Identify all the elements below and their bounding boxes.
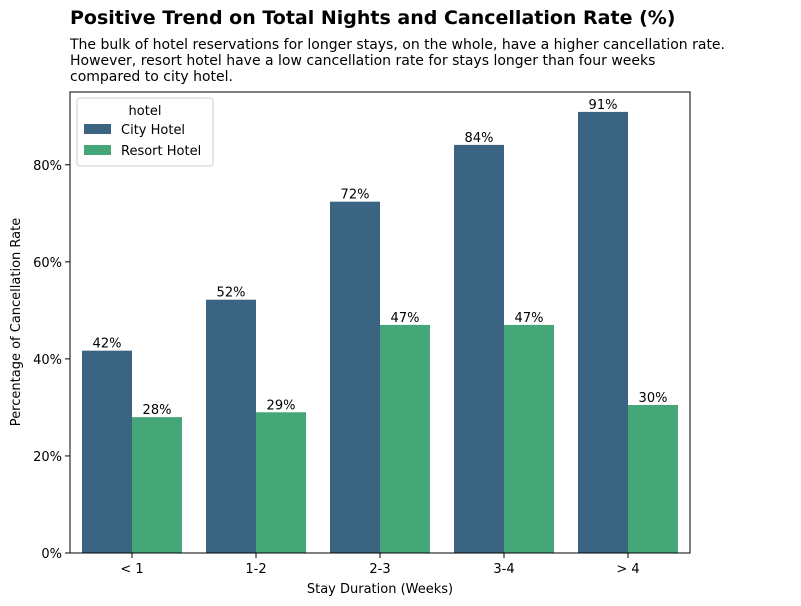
bar-city-hotel-0 — [82, 350, 132, 553]
subtitle-line-2: However, resort hotel have a low cancell… — [70, 53, 656, 69]
chart-subtitle: The bulk of hotel reservations for longe… — [70, 37, 798, 85]
data-label-resort-hotel-2: 47% — [391, 311, 420, 326]
bar-resort-hotel-1 — [256, 412, 306, 553]
subtitle-line-3: compared to city hotel. — [70, 69, 233, 85]
data-label-city-hotel-3: 84% — [465, 131, 494, 146]
legend-label-city-hotel: City Hotel — [121, 123, 185, 138]
chart-title: Positive Trend on Total Nights and Cance… — [70, 7, 676, 29]
y-axis: 0% 20% 40% 60% 80% — [33, 159, 70, 562]
legend-swatch-city-hotel — [84, 124, 111, 134]
legend-label-resort-hotel: Resort Hotel — [121, 144, 201, 159]
y-tick-label-1: 20% — [33, 450, 62, 465]
x-axis-label: Stay Duration (Weeks) — [307, 582, 453, 597]
legend-entries: City Hotel Resort Hotel — [84, 123, 201, 159]
data-label-city-hotel-4: 91% — [589, 98, 618, 113]
data-label-resort-hotel-1: 29% — [267, 398, 296, 413]
x-tick-label-4: > 4 — [616, 562, 639, 577]
y-axis-label: Percentage of Cancellation Rate — [9, 218, 24, 426]
x-tick-label-1: 1-2 — [245, 562, 266, 577]
y-tick-label-2: 40% — [33, 353, 62, 368]
bar-resort-hotel-4 — [628, 404, 678, 553]
data-label-resort-hotel-0: 28% — [143, 403, 172, 418]
x-tick-label-2: 2-3 — [369, 562, 390, 577]
x-tick-label-3: 3-4 — [493, 562, 514, 577]
bar-resort-hotel-2 — [380, 324, 430, 553]
legend-swatch-resort-hotel — [84, 145, 111, 155]
legend: hotel City Hotel Resort Hotel — [76, 97, 214, 167]
data-label-city-hotel-0: 42% — [93, 337, 122, 352]
bar-city-hotel-4 — [578, 111, 628, 554]
subtitle-line-1: The bulk of hotel reservations for longe… — [70, 37, 725, 53]
bar-city-hotel-3 — [454, 144, 504, 553]
data-label-resort-hotel-4: 30% — [639, 391, 668, 406]
legend-title: hotel — [129, 104, 162, 119]
x-tick-label-0: < 1 — [120, 562, 143, 577]
data-labels-layer: 42% 28% 52% 29% 72% 47% 84% 47% 91% 30% — [93, 98, 668, 418]
y-tick-label-4: 80% — [33, 159, 62, 174]
data-label-city-hotel-2: 72% — [341, 188, 370, 203]
bar-city-hotel-2 — [330, 201, 380, 553]
data-label-city-hotel-1: 52% — [217, 286, 246, 301]
y-tick-label-0: 0% — [41, 547, 62, 562]
bar-resort-hotel-3 — [504, 324, 554, 553]
bar-resort-hotel-0 — [132, 417, 182, 553]
bars-layer — [82, 111, 678, 554]
bar-city-hotel-1 — [206, 299, 256, 553]
data-label-resort-hotel-3: 47% — [515, 311, 544, 326]
x-axis: < 1 1-2 2-3 3-4 > 4 — [120, 553, 640, 577]
y-tick-label-3: 60% — [33, 256, 62, 271]
